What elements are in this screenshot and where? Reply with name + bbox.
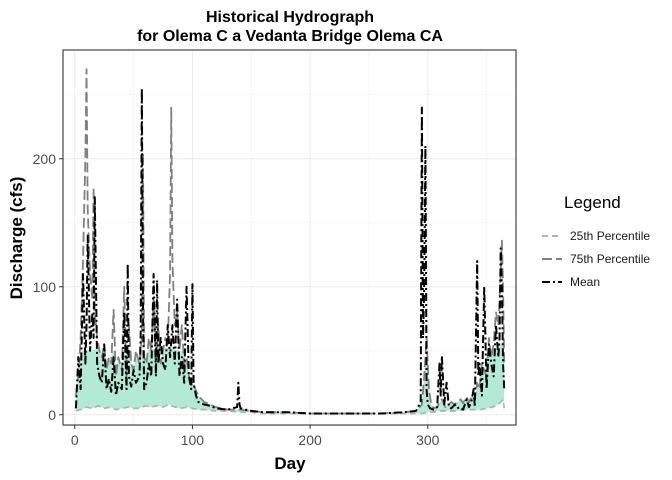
legend: Legend 25th Percentile 75th Percentile Mea… xyxy=(542,193,650,289)
legend-items: 25th Percentile 75th Percentile Mean xyxy=(542,229,650,289)
ribbon-group xyxy=(75,341,505,414)
legend-label-2: Mean xyxy=(570,275,600,289)
y-tick-label-0: 0 xyxy=(48,407,56,423)
series-group xyxy=(74,68,506,415)
x-tick-label-3: 300 xyxy=(416,432,440,448)
percentile-ribbon xyxy=(75,341,505,414)
grid xyxy=(63,50,516,425)
y-axis-title: Discharge (cfs) xyxy=(7,177,26,300)
plot-panel-border xyxy=(62,49,517,426)
legend-label-1: 75th Percentile xyxy=(570,252,650,266)
series-line-p25 xyxy=(75,398,506,415)
x-tick-label-2: 200 xyxy=(298,432,322,448)
y-tick-label-1: 100 xyxy=(33,279,57,295)
x-tick-label-0: 0 xyxy=(71,432,79,448)
legend-label-0: 25th Percentile xyxy=(570,229,650,243)
chart-title-line-1: Historical Hydrograph xyxy=(206,9,374,26)
x-axis-title: Day xyxy=(274,454,306,473)
x-tick-label-1: 100 xyxy=(181,432,205,448)
series-line-p75 xyxy=(75,68,506,415)
legend-title: Legend xyxy=(564,193,621,212)
axis-ticks: 0 100 200 300 0 100 200 xyxy=(33,151,440,448)
chart-title-line-2: for Olema C a Vedanta Bridge Olema CA xyxy=(137,28,443,45)
series-line-mean xyxy=(74,87,506,415)
y-tick-label-2: 200 xyxy=(33,151,57,167)
